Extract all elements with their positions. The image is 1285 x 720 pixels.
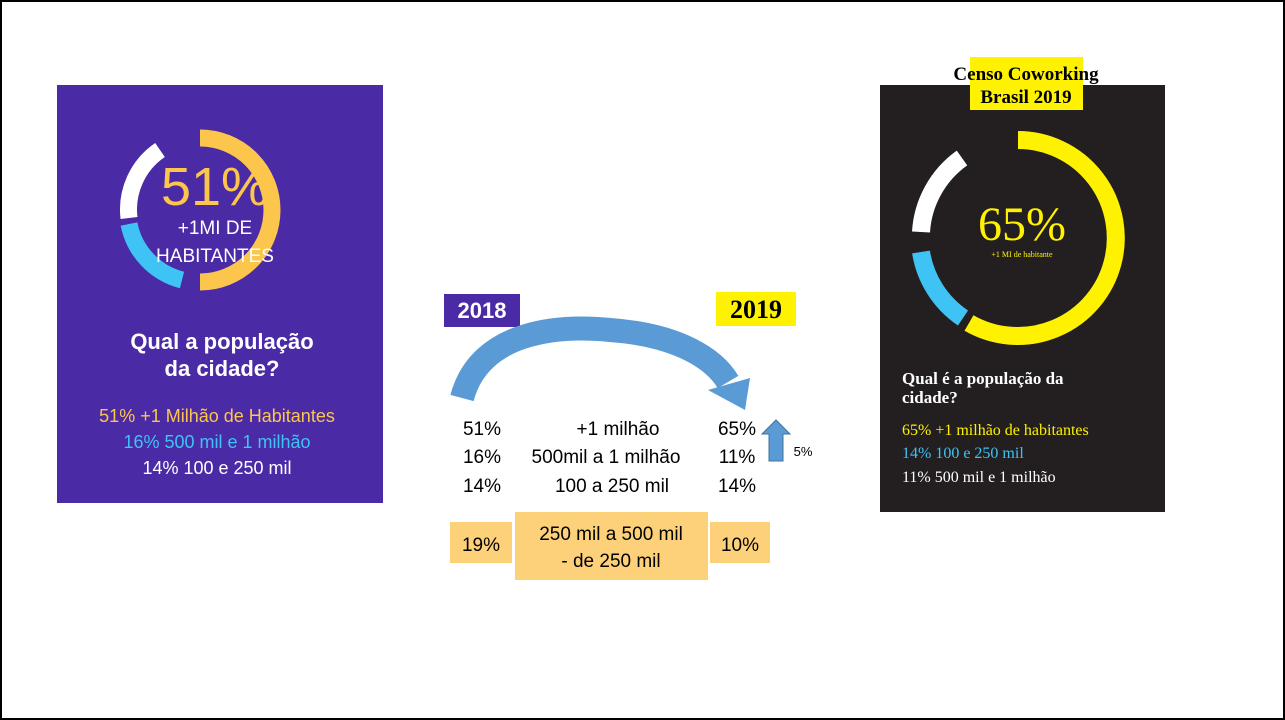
left-card <box>57 85 383 503</box>
center-text: HABITANTES <box>156 246 274 267</box>
year-badge <box>716 292 796 326</box>
arrow <box>450 316 739 402</box>
cell: 10% <box>721 535 759 556</box>
question: Qual a população <box>130 329 313 354</box>
cell: 11% <box>719 447 756 468</box>
badge <box>970 57 1083 110</box>
year-badge <box>444 294 520 327</box>
donut-segment <box>912 150 968 233</box>
highlight-box <box>710 522 770 563</box>
item: 14% 100 e 250 mil <box>902 445 1024 462</box>
center-text: +1 MI de habitante <box>991 250 1053 259</box>
cell: 250 mil a 500 mil <box>539 524 683 545</box>
cell: 16% <box>463 447 501 468</box>
item: 11% 500 mil e 1 milhão <box>902 469 1056 486</box>
badge-text: Brasil 2019 <box>980 87 1071 108</box>
up-arrow <box>760 419 792 462</box>
item: 14% 100 e 250 mil <box>142 458 291 478</box>
year: 2018 <box>458 298 507 323</box>
change: 5% <box>794 444 813 459</box>
cell: - de 250 mil <box>561 551 660 572</box>
item: 65% +1 milhão de habitantes <box>902 422 1089 439</box>
donut-segment <box>120 222 185 289</box>
donut-segment <box>120 142 166 219</box>
question: cidade? <box>902 388 958 407</box>
cell: 14% <box>718 476 756 497</box>
cell: 500mil a 1 milhão <box>532 447 681 468</box>
year: 2019 <box>730 295 782 324</box>
question: Qual é a população da <box>902 369 1064 388</box>
badge-text: Censo Coworking <box>953 64 1099 85</box>
cell: 100 a 250 mil <box>555 476 669 497</box>
cell: 19% <box>462 535 500 556</box>
right-card <box>880 85 1165 512</box>
highlight-box <box>450 522 512 563</box>
donut-segment <box>912 250 969 326</box>
center-value: 51% <box>161 157 269 217</box>
center-text: +1MI DE <box>178 218 252 239</box>
donut-segment <box>199 129 281 291</box>
donut-segment <box>964 131 1125 345</box>
highlight-box <box>515 512 708 580</box>
cell: 14% <box>463 476 501 497</box>
arrow-head <box>708 378 750 410</box>
item: 16% 500 mil e 1 milhão <box>123 432 310 452</box>
item: 51% +1 Milhão de Habitantes <box>99 406 335 426</box>
center-value: 65% <box>978 198 1066 251</box>
cell: 65% <box>718 419 756 440</box>
question: da cidade? <box>165 356 280 381</box>
cell: 51% <box>463 419 501 440</box>
cell: +1 milhão <box>577 419 660 440</box>
